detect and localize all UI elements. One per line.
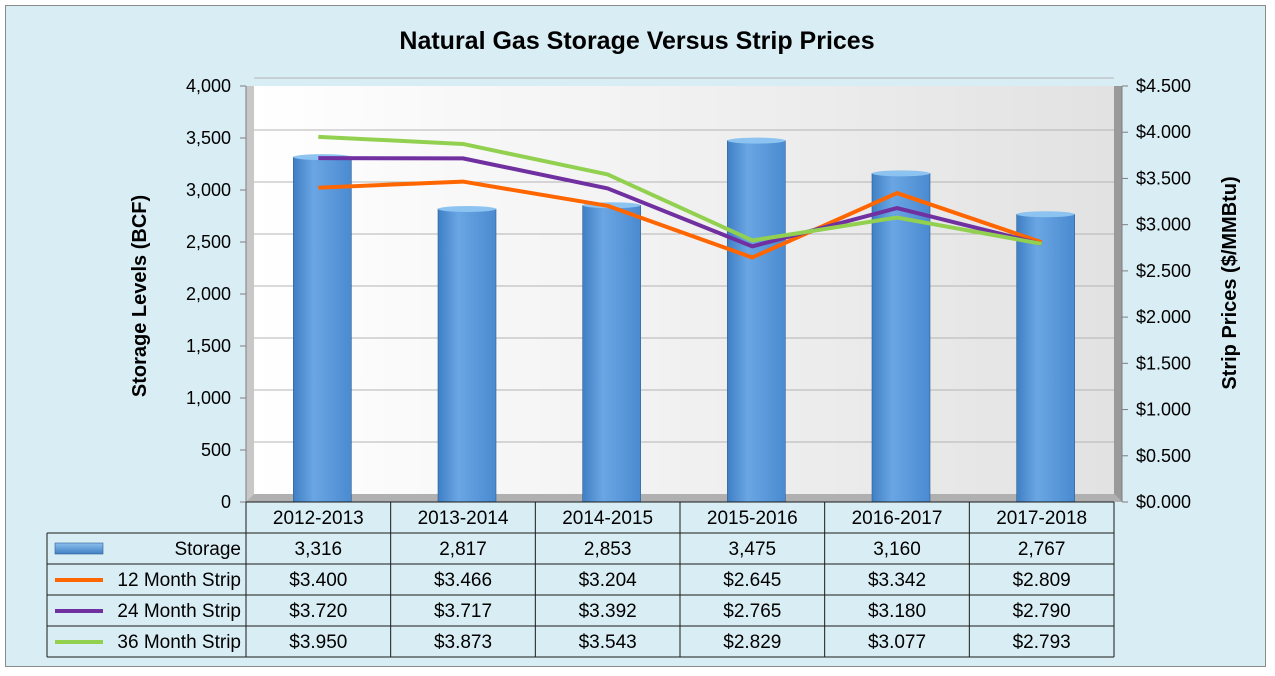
y-axis-right-tick-label: $4.500 xyxy=(1136,76,1191,96)
data-label: $3.392 xyxy=(579,601,637,622)
y-axis-left-tick-label: 500 xyxy=(201,440,231,460)
y-axis-right-tick-label: $3.000 xyxy=(1136,215,1191,235)
chart-frame: Natural Gas Storage Versus Strip Prices … xyxy=(5,5,1266,667)
x-axis-tick-label: 2013-2014 xyxy=(418,508,509,529)
data-label: $2.793 xyxy=(1013,632,1071,653)
data-label: 2,767 xyxy=(1018,539,1066,560)
data-label: 2,817 xyxy=(439,539,487,560)
data-label: 3,475 xyxy=(729,539,777,560)
y-axis-left-tick-label: 2,000 xyxy=(186,284,231,304)
data-table: 2012-2013 2013-2014 2014-2015 2015-2016 2016… xyxy=(46,501,1115,658)
data-label: $2.809 xyxy=(1013,570,1071,591)
legend-label: Storage xyxy=(174,539,241,560)
y-axis-left-tick-label: 4,000 xyxy=(186,76,231,96)
series-line-12-month-strip xyxy=(318,179,1043,260)
y-axis-right-tick-label: $0.500 xyxy=(1136,446,1191,466)
data-label: 3,316 xyxy=(295,539,343,560)
series-line-36-month-strip xyxy=(318,134,1043,246)
data-label: $2.645 xyxy=(723,570,781,591)
chart-canvas: Natural Gas Storage Versus Strip Prices … xyxy=(46,27,1241,658)
bar-storage xyxy=(437,208,497,503)
x-axis-tick-label: 2015-2016 xyxy=(707,508,798,529)
x-axis-tick-label: 2014-2015 xyxy=(562,508,653,529)
bar-storage xyxy=(1016,213,1075,503)
bar-storage xyxy=(582,204,641,503)
data-label: $3.180 xyxy=(868,601,926,622)
plot-area-back-wall xyxy=(246,86,254,502)
bar-storage xyxy=(871,173,931,503)
y-axis-left-tick-label: 3,500 xyxy=(186,128,231,148)
data-label: $3.342 xyxy=(868,570,926,591)
bar-storage-top xyxy=(872,170,930,177)
x-axis-tick-label: 2016-2017 xyxy=(852,508,943,529)
legend-key-storage xyxy=(54,542,104,555)
y-axis-right-tick-label: $4.000 xyxy=(1136,122,1191,142)
data-label: $2.765 xyxy=(723,601,781,622)
legend-label: 12 Month Strip xyxy=(117,570,241,591)
y-axis-left-tick-label: 1,000 xyxy=(186,388,231,408)
plot-area xyxy=(254,86,1114,494)
bar-storage-top xyxy=(727,137,786,144)
storage-bars xyxy=(293,137,1075,503)
y-axis-right-tick-label: $0.000 xyxy=(1136,492,1191,512)
data-label: $3.204 xyxy=(579,570,638,591)
bar-storage-top xyxy=(1016,211,1075,218)
data-label: $3.950 xyxy=(289,632,347,653)
y-axis-right-tick-label: $1.000 xyxy=(1136,400,1191,420)
strip-price-lines xyxy=(318,134,1043,260)
y-axis-left-tick-label: 0 xyxy=(221,492,231,512)
data-label: $3.466 xyxy=(434,570,492,591)
x-axis-tick-label: 2012-2013 xyxy=(273,508,364,529)
y-axis-right-tick-label: $2.500 xyxy=(1136,261,1191,281)
data-label: $3.717 xyxy=(434,601,492,622)
legend-label: 24 Month Strip xyxy=(117,601,241,622)
data-label: $2.790 xyxy=(1013,601,1071,622)
bar-storage xyxy=(727,140,786,503)
y-axis-left-tick-label: 2,500 xyxy=(186,232,231,252)
data-label: $3.543 xyxy=(579,632,637,653)
data-label: 3,160 xyxy=(873,539,921,560)
plot-area-side-wall xyxy=(1114,86,1122,502)
y-axis-right-tick-label: $2.000 xyxy=(1136,307,1191,327)
y-axis-left-tick-label: 1,500 xyxy=(186,336,231,356)
y-axis-right-ticks: $0.000 $0.500 $1.000 $1.500 $2.000 $2.500 $3.0… xyxy=(1121,76,1191,512)
data-label: $3.873 xyxy=(434,632,492,653)
y-axis-left-tick-label: 3,000 xyxy=(186,180,231,200)
plot-area-floor xyxy=(246,494,1122,502)
x-axis-tick-label: 2017-2018 xyxy=(996,508,1087,529)
data-label: 2,853 xyxy=(584,539,632,560)
y-axis-right-tick-label: $1.500 xyxy=(1136,353,1191,373)
y-axis-right-tick-label: $3.500 xyxy=(1136,168,1191,188)
data-label: $3.720 xyxy=(289,601,347,622)
chart-title: Natural Gas Storage Versus Strip Prices xyxy=(399,27,874,55)
data-label: $3.400 xyxy=(289,570,347,591)
bar-storage-top xyxy=(438,206,496,213)
data-label: $3.077 xyxy=(868,632,926,653)
y-axis-right-label: Strip Prices ($/MMBtu) xyxy=(1219,176,1241,389)
series-line-24-month-strip xyxy=(318,156,1043,249)
y-axis-left-label: Storage Levels (BCF) xyxy=(129,195,151,397)
legend-label: 36 Month Strip xyxy=(117,632,241,653)
data-label: $2.829 xyxy=(723,632,781,653)
bar-storage xyxy=(293,156,352,503)
y-axis-left-ticks: 0 500 1,000 1,500 2,000 2,500 3,000 3,500 4,000 xyxy=(186,76,247,512)
